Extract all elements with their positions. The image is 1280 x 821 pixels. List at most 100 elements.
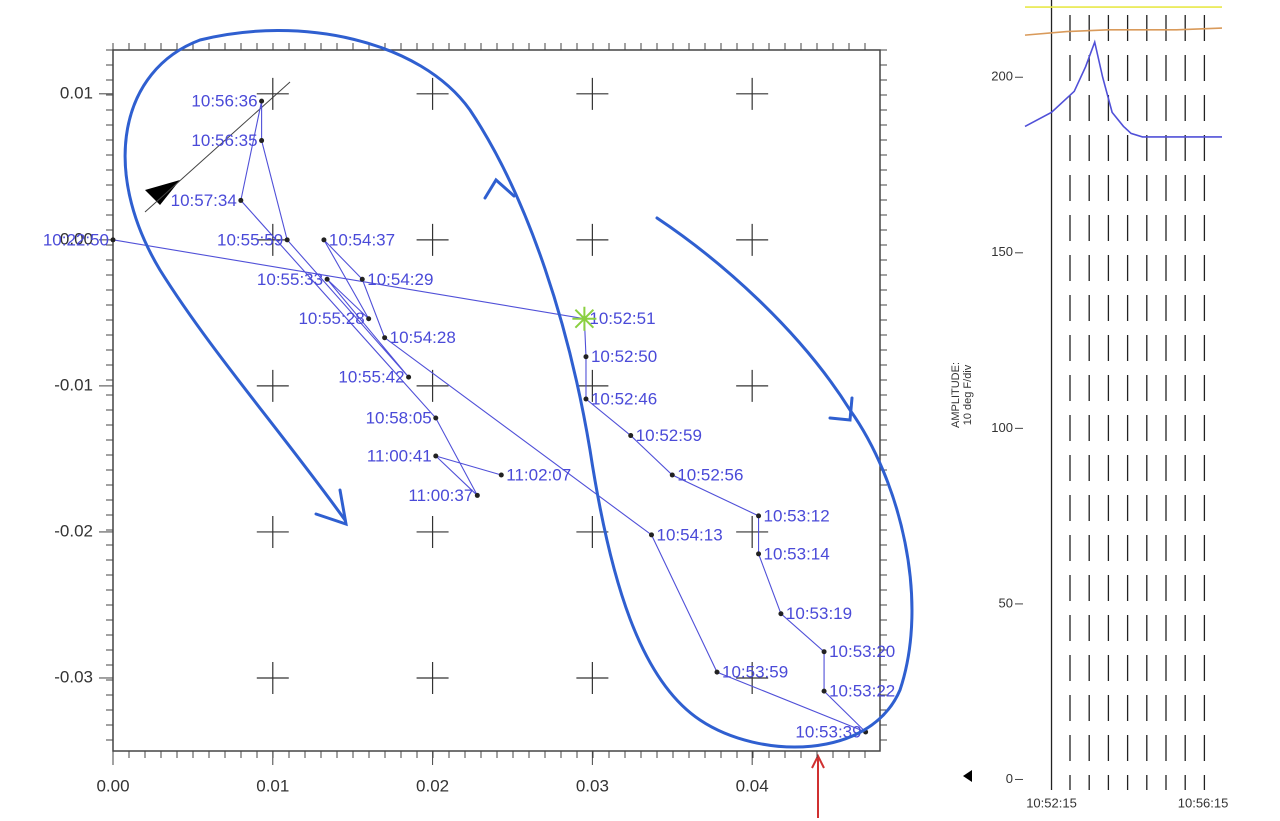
point xyxy=(259,138,265,144)
arrowhead xyxy=(828,396,854,422)
point xyxy=(583,354,589,360)
point xyxy=(406,374,412,380)
x-tick-label: 10:56:15 xyxy=(1178,795,1229,810)
point xyxy=(583,396,589,402)
y-tick-label: 100 xyxy=(991,420,1013,435)
arrowhead xyxy=(483,177,516,200)
point xyxy=(238,197,244,203)
black-pointer xyxy=(145,180,180,205)
point-label: 10:53:22 xyxy=(829,682,895,701)
point-label: 10:54:37 xyxy=(329,230,395,249)
point xyxy=(498,472,504,478)
grid-cross xyxy=(256,661,289,694)
point-label: 10:58:05 xyxy=(366,409,432,428)
point xyxy=(648,532,654,538)
grid-cross xyxy=(576,223,609,256)
hand-annotation xyxy=(123,29,914,749)
y-tick-label: 0 xyxy=(1006,771,1013,786)
strip-marker xyxy=(963,770,972,782)
point-label: 10:56:35 xyxy=(191,131,257,150)
point xyxy=(324,276,330,282)
grid-cross xyxy=(736,77,769,110)
trajectory xyxy=(112,101,867,733)
y-axis-label-line: AMPLITUDE: xyxy=(950,362,962,428)
point xyxy=(756,513,762,519)
y-tick-label: -0.02 xyxy=(54,521,93,540)
y-tick-label: 0.00 xyxy=(60,229,93,248)
x-tick-label: 0.04 xyxy=(736,776,769,795)
grid-cross xyxy=(736,515,769,548)
point xyxy=(359,276,365,282)
point-label: 11:02:07 xyxy=(506,465,571,484)
grid-cross xyxy=(416,223,449,256)
grid-cross xyxy=(256,369,289,402)
x-tick-label: 0.00 xyxy=(96,776,129,795)
y-axis-label-line: 10 deg F/div xyxy=(962,364,974,425)
point-label: 10:22:50 xyxy=(43,230,109,249)
y-axis-label: AMPLITUDE:10 deg F/div xyxy=(950,362,974,428)
point xyxy=(321,237,327,243)
series-line xyxy=(1024,27,1223,36)
point xyxy=(669,472,675,478)
point-label: 10:53:59 xyxy=(722,663,788,682)
point-label: 11:00:37 xyxy=(408,486,473,505)
grid-cross xyxy=(576,77,609,110)
point-label: 10:53:20 xyxy=(829,642,895,661)
point xyxy=(433,453,439,459)
point-label: 10:56:36 xyxy=(191,92,257,111)
pointer-line xyxy=(144,81,291,213)
y-tick-label: -0.03 xyxy=(54,667,93,686)
point-label: 10:55:28 xyxy=(298,309,364,328)
x-tick-label: 0.02 xyxy=(416,776,449,795)
y-tick-label: 150 xyxy=(991,244,1013,259)
point-label: 11:00:41 xyxy=(367,446,432,465)
point-label: 10:53:14 xyxy=(764,544,830,563)
x-tick-label: 10:52:15 xyxy=(1026,795,1077,810)
grid-cross xyxy=(416,515,449,548)
y-tick-label: -0.01 xyxy=(54,375,93,394)
point-label: 10:53:19 xyxy=(786,604,852,623)
point-label: 10:52:51 xyxy=(589,309,655,328)
grid-cross xyxy=(576,661,609,694)
point xyxy=(821,649,827,655)
point-label: 10:52:46 xyxy=(591,390,657,409)
grid-cross xyxy=(736,223,769,256)
grid-cross xyxy=(416,369,449,402)
highlight-star xyxy=(572,306,597,331)
red-arrow xyxy=(811,753,825,818)
grid-cross xyxy=(416,661,449,694)
x-tick-label: 0.01 xyxy=(256,776,289,795)
y-tick-label: 200 xyxy=(991,69,1013,84)
point xyxy=(110,237,116,243)
grid-cross xyxy=(736,369,769,402)
point xyxy=(628,433,634,439)
point-label: 10:53:12 xyxy=(764,506,830,525)
grid-cross xyxy=(256,77,289,110)
point-label: 10:54:13 xyxy=(656,525,722,544)
point-label: 10:54:29 xyxy=(367,270,433,289)
point xyxy=(382,335,388,341)
grid-cross xyxy=(736,661,769,694)
arrowhead xyxy=(314,488,348,527)
point xyxy=(821,688,827,694)
grid-cross xyxy=(256,223,289,256)
loop-stroke xyxy=(123,29,914,749)
x-tick-label: 0.03 xyxy=(576,776,609,795)
point-label: 10:52:50 xyxy=(591,347,657,366)
point xyxy=(474,492,480,498)
point-label: 10:55:59 xyxy=(217,230,283,249)
grid-cross xyxy=(256,515,289,548)
strip-panel xyxy=(948,0,1228,821)
point-label: 10:52:56 xyxy=(677,465,743,484)
series-line xyxy=(1024,39,1222,138)
grid-cross xyxy=(416,77,449,110)
y-tick-label: 50 xyxy=(999,595,1013,610)
point-label: 10:55:33 xyxy=(257,270,323,289)
point-label: 10:55:42 xyxy=(338,368,404,387)
point-label: 10:57:34 xyxy=(171,191,237,210)
y-tick-label: 0.01 xyxy=(60,83,93,102)
point-label: 10:53:39 xyxy=(795,722,861,741)
grid-cross xyxy=(576,369,609,402)
point-label: 10:54:28 xyxy=(390,328,456,347)
